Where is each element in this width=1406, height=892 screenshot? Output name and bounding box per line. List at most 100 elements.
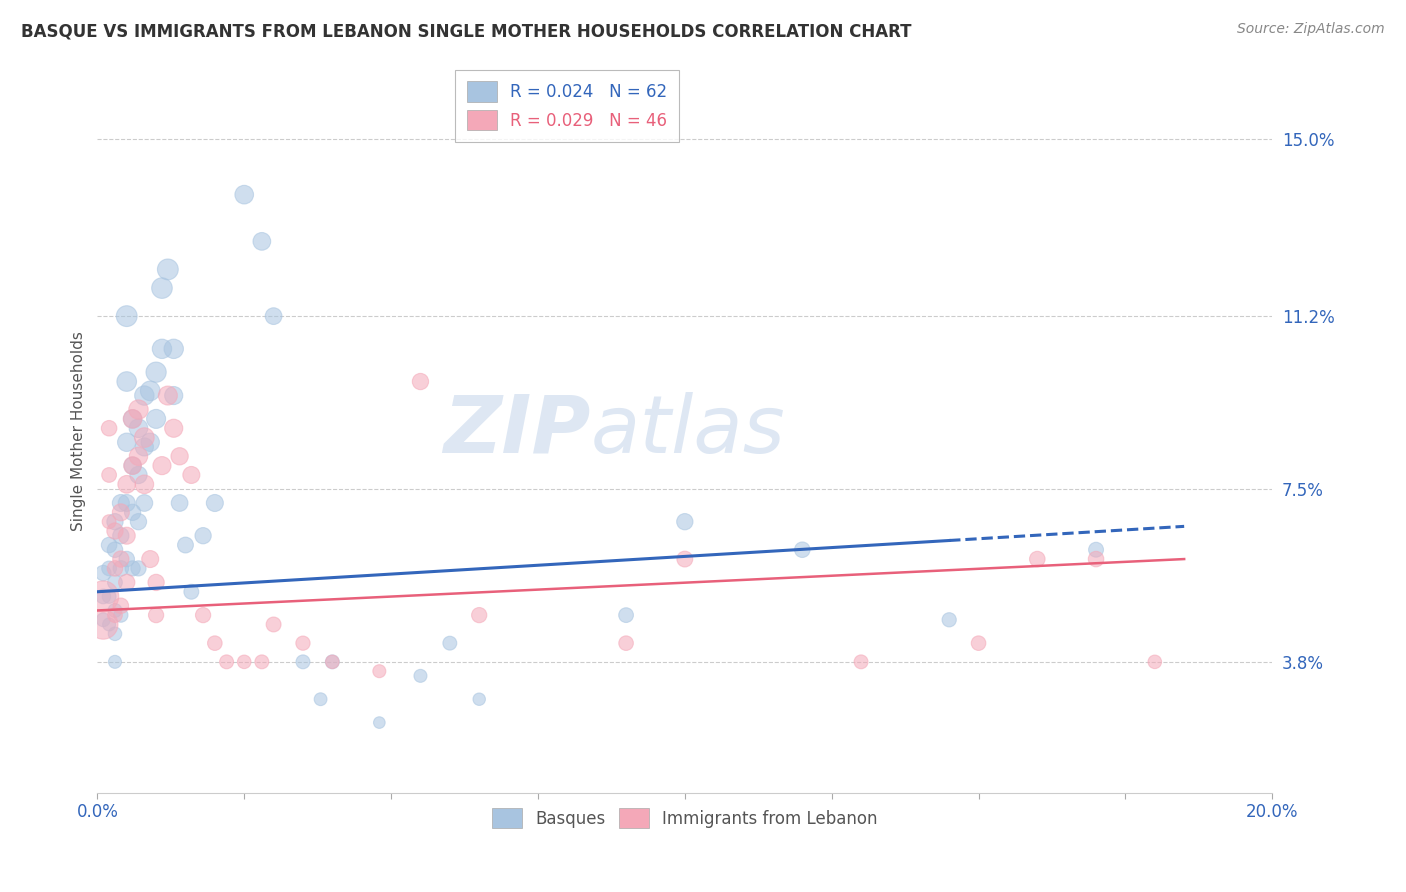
Point <box>673 515 696 529</box>
Point <box>191 529 214 543</box>
Point <box>115 552 138 566</box>
Point <box>150 281 173 295</box>
Point <box>1026 552 1049 566</box>
Point <box>134 440 156 454</box>
Point <box>215 655 238 669</box>
Point <box>263 617 285 632</box>
Point <box>1085 552 1108 566</box>
Point <box>150 342 173 356</box>
Point <box>91 590 114 604</box>
Point <box>849 655 872 669</box>
Point <box>291 655 314 669</box>
Text: atlas: atlas <box>591 392 786 469</box>
Point <box>145 575 167 590</box>
Point <box>180 584 202 599</box>
Point <box>614 636 637 650</box>
Point <box>163 421 186 435</box>
Point <box>121 412 143 426</box>
Point <box>98 617 121 632</box>
Point <box>614 608 637 623</box>
Point <box>91 590 114 604</box>
Point <box>127 561 149 575</box>
Point <box>673 552 696 566</box>
Point <box>98 538 121 552</box>
Point <box>110 529 132 543</box>
Point <box>127 467 149 482</box>
Point <box>115 435 138 450</box>
Point <box>321 655 343 669</box>
Point <box>169 496 191 510</box>
Point <box>967 636 990 650</box>
Point <box>104 561 127 575</box>
Point <box>134 496 156 510</box>
Point <box>115 477 138 491</box>
Point <box>134 431 156 445</box>
Point <box>98 467 121 482</box>
Point <box>368 664 391 678</box>
Point <box>368 715 391 730</box>
Text: Source: ZipAtlas.com: Source: ZipAtlas.com <box>1237 22 1385 37</box>
Text: ZIP: ZIP <box>443 392 591 469</box>
Point <box>204 496 226 510</box>
Point <box>115 529 138 543</box>
Point <box>792 542 814 557</box>
Point <box>169 450 191 464</box>
Point <box>98 561 121 575</box>
Point <box>409 375 432 389</box>
Point <box>139 384 162 398</box>
Point <box>127 515 149 529</box>
Point <box>938 613 960 627</box>
Point <box>115 496 138 510</box>
Point <box>156 262 179 277</box>
Point <box>121 458 143 473</box>
Point <box>115 575 138 590</box>
Point <box>1085 542 1108 557</box>
Point <box>104 603 127 617</box>
Legend: Basques, Immigrants from Lebanon: Basques, Immigrants from Lebanon <box>485 801 884 835</box>
Point <box>291 636 314 650</box>
Point <box>156 388 179 402</box>
Point <box>98 515 121 529</box>
Y-axis label: Single Mother Households: Single Mother Households <box>72 331 86 531</box>
Point <box>104 524 127 538</box>
Point <box>121 505 143 519</box>
Point <box>121 458 143 473</box>
Point <box>321 655 343 669</box>
Point <box>104 608 127 623</box>
Point <box>174 538 197 552</box>
Point <box>127 450 149 464</box>
Point <box>127 421 149 435</box>
Point <box>163 342 186 356</box>
Point <box>250 655 273 669</box>
Point <box>98 590 121 604</box>
Point <box>110 608 132 623</box>
Point <box>233 655 256 669</box>
Point <box>110 505 132 519</box>
Point <box>145 412 167 426</box>
Point <box>115 309 138 323</box>
Point <box>468 608 491 623</box>
Point <box>110 561 132 575</box>
Point <box>250 235 273 249</box>
Point <box>91 613 114 627</box>
Point <box>139 435 162 450</box>
Point <box>110 599 132 613</box>
Point <box>180 467 202 482</box>
Point <box>134 388 156 402</box>
Point <box>145 608 167 623</box>
Point <box>468 692 491 706</box>
Point <box>191 608 214 623</box>
Point <box>1143 655 1166 669</box>
Point <box>104 627 127 641</box>
Point <box>121 412 143 426</box>
Point <box>104 655 127 669</box>
Point <box>127 402 149 417</box>
Point <box>91 617 114 632</box>
Point <box>233 187 256 202</box>
Point <box>409 669 432 683</box>
Point <box>98 421 121 435</box>
Point <box>110 496 132 510</box>
Point <box>309 692 332 706</box>
Point <box>104 515 127 529</box>
Point <box>104 575 127 590</box>
